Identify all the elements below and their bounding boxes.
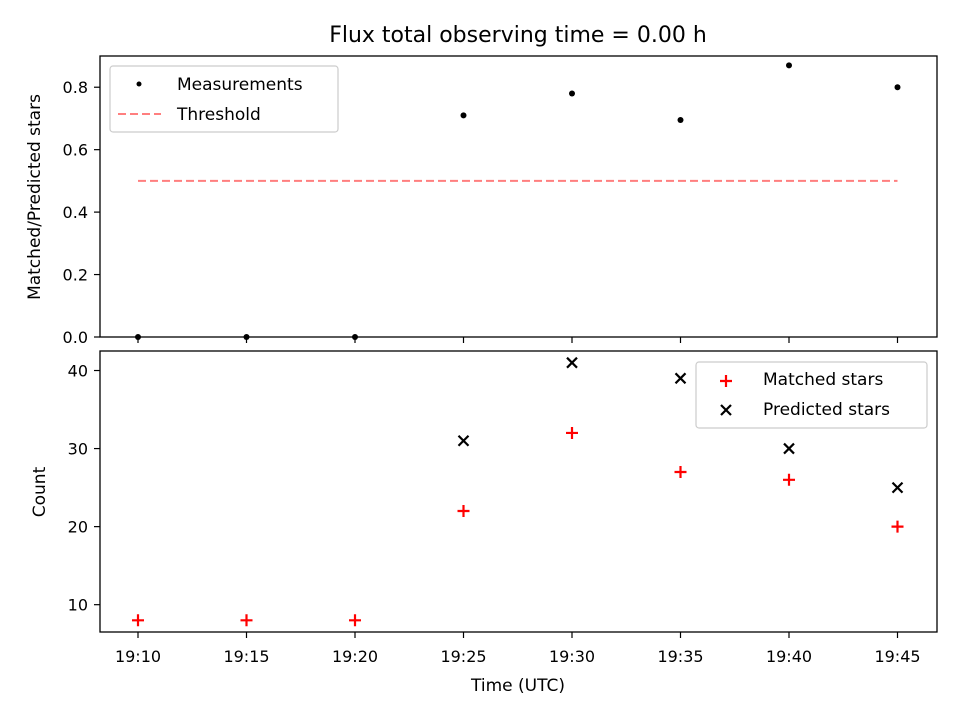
measurement-point xyxy=(243,334,250,340)
x-tick-label: 19:20 xyxy=(332,647,378,666)
top-legend: Measurements Threshold xyxy=(109,65,339,133)
predicted-stars-point xyxy=(783,442,795,455)
bottom-y-ticks: 10 20 30 40 xyxy=(68,362,100,615)
legend-measurements-marker xyxy=(136,81,142,87)
bottom-panel: Count Time (UTC) 10 20 30 40 19:10 19:15 19:2… xyxy=(30,350,938,696)
top-y-tick-label: 0.0 xyxy=(63,328,88,347)
measurement-point xyxy=(460,112,467,119)
top-y-tick-label: 0.8 xyxy=(63,78,88,97)
top-legend-frame xyxy=(109,65,339,133)
top-y-tick-label: 0.2 xyxy=(63,266,88,285)
top-y-ticks: 0.0 0.2 0.4 0.6 0.8 xyxy=(63,78,100,347)
matched-stars-point xyxy=(674,465,687,478)
measurement-point xyxy=(677,117,684,124)
bottom-x-ticks: 19:10 19:15 19:20 19:25 19:30 19:35 19:40 19:45 xyxy=(115,632,921,666)
x-tick-label: 19:35 xyxy=(657,647,703,666)
legend-matched-label: Matched stars xyxy=(763,370,883,390)
bottom-series xyxy=(132,356,904,627)
matched-stars-point xyxy=(349,614,361,627)
bottom-y-tick-label: 30 xyxy=(68,440,88,459)
measurement-point xyxy=(894,84,901,91)
measurement-point xyxy=(569,90,575,97)
x-axis-label: Time (UTC) xyxy=(470,676,565,696)
legend-predicted-label: Predicted stars xyxy=(763,400,890,420)
bottom-y-tick-label: 40 xyxy=(68,362,88,381)
measurement-point xyxy=(135,334,141,340)
legend-measurements-label: Measurements xyxy=(177,75,303,95)
x-tick-label: 19:45 xyxy=(874,647,920,666)
x-tick-label: 19:10 xyxy=(115,647,161,666)
x-tick-label: 19:30 xyxy=(549,647,595,666)
matched-stars-point xyxy=(566,426,578,439)
matched-stars-point xyxy=(783,473,795,486)
predicted-stars-point xyxy=(891,481,904,494)
legend-predicted-marker xyxy=(720,404,732,416)
legend-matched-marker xyxy=(720,375,732,387)
top-x-ticks xyxy=(137,337,899,343)
x-tick-label: 19:15 xyxy=(223,647,269,666)
legend-threshold-label: Threshold xyxy=(176,105,261,125)
top-y-tick-label: 0.6 xyxy=(63,141,88,160)
top-y-axis-label: Matched/Predicted stars xyxy=(25,94,45,300)
bottom-legend: Matched stars Predicted stars xyxy=(695,361,928,429)
predicted-stars-point xyxy=(674,372,687,385)
matched-stars-point xyxy=(891,520,904,533)
measurement-point xyxy=(786,62,792,69)
matched-stars-point xyxy=(132,614,144,627)
predicted-stars-point xyxy=(457,434,470,447)
predicted-stars-point xyxy=(566,356,578,369)
x-tick-label: 19:25 xyxy=(440,647,486,666)
measurement-point xyxy=(352,334,358,340)
bottom-y-axis-label: Count xyxy=(30,466,50,517)
chart-title: Flux total observing time = 0.00 h xyxy=(329,23,707,48)
top-series xyxy=(135,62,901,340)
top-y-tick-label: 0.4 xyxy=(63,203,88,222)
bottom-legend-frame xyxy=(695,361,928,429)
matched-stars-point xyxy=(457,505,470,518)
top-panel: Matched/Predicted stars 0.00.20.40.60.8 … xyxy=(25,55,938,347)
bottom-y-tick-label: 10 xyxy=(68,596,88,615)
bottom-y-tick-label: 20 xyxy=(68,518,88,537)
x-tick-label: 19:40 xyxy=(766,647,812,666)
matched-stars-point xyxy=(240,614,253,627)
